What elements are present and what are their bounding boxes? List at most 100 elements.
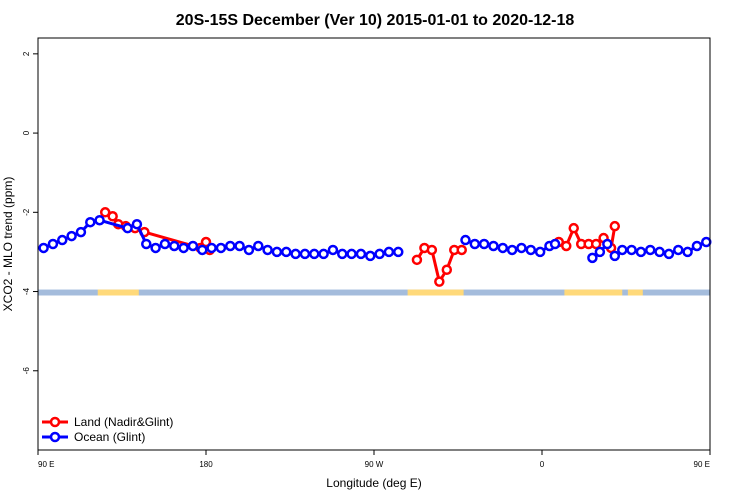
y-tick-label: -6 [22, 367, 31, 375]
legend-land-marker [49, 416, 61, 428]
ocean-data-point [327, 244, 339, 256]
land-coverage-patch [407, 289, 464, 296]
ocean-data-point [122, 222, 133, 234]
legend-ocean-marker [49, 431, 61, 443]
ocean-data-point [262, 244, 273, 256]
ocean-data-point [75, 226, 87, 238]
ocean-data-point [38, 242, 49, 254]
ocean-data-point [365, 250, 376, 262]
ocean-data-point [243, 244, 255, 256]
ocean-data-point [374, 248, 385, 260]
ocean-data-point [169, 240, 180, 252]
land-data-point [456, 244, 467, 256]
y-tick-label: 0 [22, 130, 31, 135]
ocean-data-point [469, 238, 481, 250]
ocean-data-point [516, 242, 527, 254]
ocean-data-point [478, 238, 490, 250]
ocean-data-point [66, 230, 77, 242]
ocean-data-point [460, 234, 471, 246]
ocean-data-point [215, 242, 227, 254]
land-data-point [561, 240, 572, 252]
ocean-data-point [682, 246, 693, 258]
ocean-data-point [290, 248, 301, 260]
y-axis-label: XCO2 - MLO trend (ppm) [1, 177, 15, 312]
ocean-data-point [701, 236, 712, 248]
ocean-data-point [488, 240, 499, 252]
ocean-data-point [281, 246, 292, 258]
ocean-data-point [337, 248, 348, 260]
ocean-data-point [141, 238, 152, 250]
ocean-data-point [150, 242, 161, 254]
land-coverage-patch [627, 289, 643, 296]
x-axis: 90 E 180 90 W 0 90 E [37, 450, 711, 469]
x-axis-label: Longitude (deg E) [326, 476, 421, 490]
x-tick-label: 90 E [38, 460, 54, 469]
land-data-point [434, 276, 445, 287]
ocean-data-point [47, 238, 59, 250]
ocean-data-point [617, 244, 628, 256]
ocean-data-point [549, 238, 561, 250]
ocean-data-point [506, 244, 518, 256]
ocean-data-point [299, 248, 311, 260]
ocean-data-point [131, 218, 143, 230]
ocean-data-point [383, 246, 395, 258]
ocean-data-point [663, 248, 675, 260]
land-data-point [441, 264, 453, 275]
x-tick-label: 180 [199, 460, 213, 469]
ocean-data-point [602, 238, 613, 250]
x-tick-label: 90 W [365, 460, 384, 469]
ocean-data-point [635, 246, 647, 258]
legend-ocean-label: Ocean (Glint) [74, 430, 145, 444]
ocean-data-point [594, 246, 606, 258]
ocean-data-point [253, 240, 264, 252]
land-data-point [590, 238, 602, 250]
ocean-data-point [645, 244, 656, 256]
ocean-data-point [609, 250, 621, 262]
land-data-point [568, 222, 579, 234]
y-tick-label: -4 [22, 287, 31, 295]
ocean-data-point [587, 252, 598, 264]
ocean-data-point [57, 234, 68, 246]
ocean-data-point [691, 240, 703, 252]
land-data-point [426, 244, 438, 256]
y-tick-label: 2 [22, 51, 31, 56]
plot-area [38, 207, 712, 296]
ocean-data-point [318, 248, 329, 260]
ocean-data-point [309, 248, 320, 260]
ocean-data-point [355, 248, 367, 260]
ocean-data-point [626, 244, 637, 256]
ocean-data-point [673, 244, 684, 256]
land-data-point [609, 220, 621, 232]
land-data-point [200, 236, 212, 248]
ocean-data-point [654, 246, 665, 258]
x-tick-label: 90 E [694, 460, 710, 469]
ocean-data-point [497, 242, 509, 254]
ocean-data-point [271, 246, 283, 258]
chart-title: 20S-15S December (Ver 10) 2015-01-01 to … [176, 12, 575, 29]
ocean-data-point [187, 240, 199, 252]
land-coverage-patch [564, 289, 623, 296]
land-data-point [99, 207, 111, 218]
land-data-point [411, 254, 423, 266]
ocean-data-point [525, 244, 537, 256]
land-data-point [107, 211, 118, 222]
ocean-data-point [85, 216, 96, 228]
y-tick-label: -2 [22, 208, 31, 216]
ocean-data-point [197, 244, 208, 256]
ocean-data-point [94, 214, 105, 226]
legend-land-label: Land (Nadir&Glint) [74, 415, 173, 429]
ocean-data-point [346, 248, 357, 260]
x-tick-label: 0 [540, 460, 545, 469]
ocean-data-point [178, 242, 189, 254]
land-coverage-patch [97, 289, 139, 296]
ocean-coverage-band [38, 289, 710, 296]
y-axis: 2 0 -2 -4 -6 [22, 51, 38, 374]
ocean-data-point [159, 238, 171, 250]
ocean-data-point [225, 240, 236, 252]
legend: Land (Nadir&Glint) Ocean (Glint) [42, 415, 173, 444]
ocean-data-point [234, 240, 245, 252]
ocean-data-point [393, 246, 404, 258]
ocean-data-point [534, 246, 546, 258]
ocean-data-point [206, 242, 217, 254]
